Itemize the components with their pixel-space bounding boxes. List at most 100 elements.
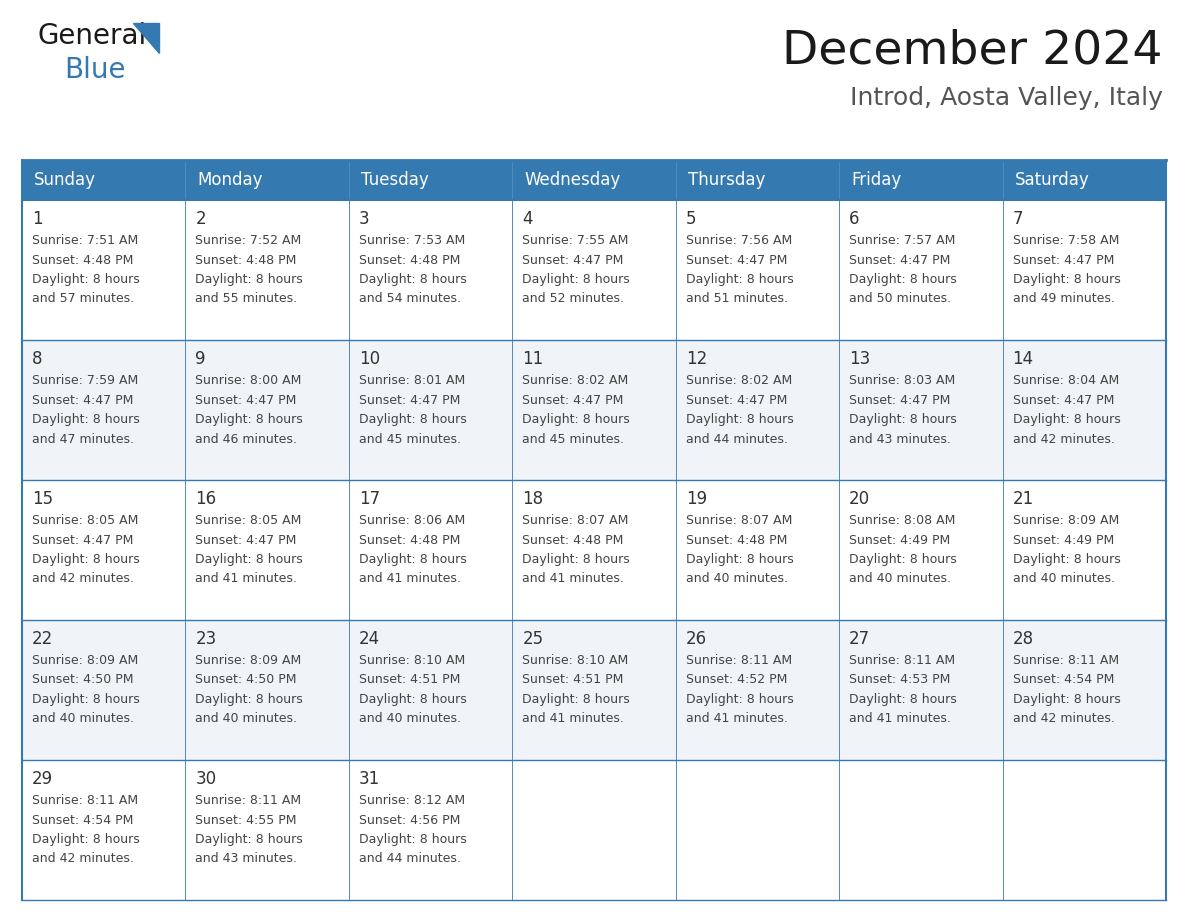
Text: Sunrise: 7:59 AM: Sunrise: 7:59 AM xyxy=(32,374,138,387)
Text: Sunrise: 8:09 AM: Sunrise: 8:09 AM xyxy=(1012,514,1119,527)
Text: 10: 10 xyxy=(359,350,380,368)
Text: and 43 minutes.: and 43 minutes. xyxy=(849,432,952,445)
Text: General: General xyxy=(38,22,147,50)
Bar xyxy=(1003,160,1165,200)
Text: Sunrise: 7:55 AM: Sunrise: 7:55 AM xyxy=(523,234,628,247)
Text: and 41 minutes.: and 41 minutes. xyxy=(523,573,624,586)
Text: December 2024: December 2024 xyxy=(783,28,1163,73)
Text: and 40 minutes.: and 40 minutes. xyxy=(196,712,297,725)
Text: Sunrise: 8:11 AM: Sunrise: 8:11 AM xyxy=(1012,654,1119,667)
Text: and 46 minutes.: and 46 minutes. xyxy=(196,432,297,445)
Bar xyxy=(23,340,1165,480)
Text: Tuesday: Tuesday xyxy=(361,171,429,189)
Bar xyxy=(23,160,185,200)
Text: 2: 2 xyxy=(196,210,206,228)
Text: Daylight: 8 hours: Daylight: 8 hours xyxy=(685,413,794,426)
Text: and 50 minutes.: and 50 minutes. xyxy=(849,293,952,306)
Text: Daylight: 8 hours: Daylight: 8 hours xyxy=(523,273,630,286)
Text: Daylight: 8 hours: Daylight: 8 hours xyxy=(523,553,630,566)
Polygon shape xyxy=(133,23,159,53)
Text: Sunset: 4:47 PM: Sunset: 4:47 PM xyxy=(1012,394,1114,407)
Text: Daylight: 8 hours: Daylight: 8 hours xyxy=(849,693,956,706)
Text: Sunset: 4:47 PM: Sunset: 4:47 PM xyxy=(196,533,297,546)
Text: Sunset: 4:50 PM: Sunset: 4:50 PM xyxy=(196,674,297,687)
Text: Sunrise: 7:53 AM: Sunrise: 7:53 AM xyxy=(359,234,466,247)
Text: 18: 18 xyxy=(523,490,543,508)
Text: Sunset: 4:47 PM: Sunset: 4:47 PM xyxy=(1012,253,1114,266)
Text: 12: 12 xyxy=(685,350,707,368)
Text: Daylight: 8 hours: Daylight: 8 hours xyxy=(32,833,140,846)
Text: 20: 20 xyxy=(849,490,871,508)
Text: Sunrise: 8:11 AM: Sunrise: 8:11 AM xyxy=(32,794,138,807)
Text: Introd, Aosta Valley, Italy: Introd, Aosta Valley, Italy xyxy=(851,86,1163,110)
Text: Sunrise: 8:02 AM: Sunrise: 8:02 AM xyxy=(685,374,792,387)
Text: and 42 minutes.: and 42 minutes. xyxy=(1012,432,1114,445)
Text: and 40 minutes.: and 40 minutes. xyxy=(849,573,952,586)
Bar xyxy=(23,200,1165,340)
Text: Sunset: 4:48 PM: Sunset: 4:48 PM xyxy=(359,253,460,266)
Text: Sunrise: 7:56 AM: Sunrise: 7:56 AM xyxy=(685,234,792,247)
Bar xyxy=(512,160,676,200)
Text: and 40 minutes.: and 40 minutes. xyxy=(685,573,788,586)
Text: Sunset: 4:47 PM: Sunset: 4:47 PM xyxy=(849,394,950,407)
Text: Daylight: 8 hours: Daylight: 8 hours xyxy=(685,693,794,706)
Text: Daylight: 8 hours: Daylight: 8 hours xyxy=(359,693,467,706)
Text: Sunrise: 7:57 AM: Sunrise: 7:57 AM xyxy=(849,234,955,247)
Text: 30: 30 xyxy=(196,770,216,788)
Text: Daylight: 8 hours: Daylight: 8 hours xyxy=(1012,693,1120,706)
Text: Daylight: 8 hours: Daylight: 8 hours xyxy=(196,553,303,566)
Text: Sunrise: 8:00 AM: Sunrise: 8:00 AM xyxy=(196,374,302,387)
Text: Sunset: 4:47 PM: Sunset: 4:47 PM xyxy=(685,253,788,266)
Text: Sunrise: 8:02 AM: Sunrise: 8:02 AM xyxy=(523,374,628,387)
Text: Daylight: 8 hours: Daylight: 8 hours xyxy=(359,273,467,286)
Bar xyxy=(23,620,1165,760)
Text: Friday: Friday xyxy=(851,171,902,189)
Text: Sunset: 4:48 PM: Sunset: 4:48 PM xyxy=(196,253,297,266)
Text: Daylight: 8 hours: Daylight: 8 hours xyxy=(849,553,956,566)
Text: Sunrise: 8:03 AM: Sunrise: 8:03 AM xyxy=(849,374,955,387)
Text: Sunrise: 8:08 AM: Sunrise: 8:08 AM xyxy=(849,514,955,527)
Text: Daylight: 8 hours: Daylight: 8 hours xyxy=(196,273,303,286)
Text: Sunrise: 8:10 AM: Sunrise: 8:10 AM xyxy=(523,654,628,667)
Text: Sunrise: 8:07 AM: Sunrise: 8:07 AM xyxy=(685,514,792,527)
Text: Sunset: 4:52 PM: Sunset: 4:52 PM xyxy=(685,674,788,687)
Text: 13: 13 xyxy=(849,350,871,368)
Text: and 41 minutes.: and 41 minutes. xyxy=(685,712,788,725)
Text: and 44 minutes.: and 44 minutes. xyxy=(359,853,461,866)
Text: and 52 minutes.: and 52 minutes. xyxy=(523,293,624,306)
Text: 4: 4 xyxy=(523,210,532,228)
Bar xyxy=(839,160,1003,200)
Text: 21: 21 xyxy=(1012,490,1034,508)
Text: and 41 minutes.: and 41 minutes. xyxy=(359,573,461,586)
Text: Sunrise: 8:11 AM: Sunrise: 8:11 AM xyxy=(849,654,955,667)
Text: 3: 3 xyxy=(359,210,369,228)
Text: Daylight: 8 hours: Daylight: 8 hours xyxy=(1012,553,1120,566)
Text: 1: 1 xyxy=(32,210,43,228)
Text: and 41 minutes.: and 41 minutes. xyxy=(849,712,952,725)
Text: Sunrise: 8:07 AM: Sunrise: 8:07 AM xyxy=(523,514,628,527)
Text: Daylight: 8 hours: Daylight: 8 hours xyxy=(1012,413,1120,426)
Text: Sunrise: 7:51 AM: Sunrise: 7:51 AM xyxy=(32,234,138,247)
Text: Sunset: 4:47 PM: Sunset: 4:47 PM xyxy=(523,253,624,266)
Text: Sunrise: 8:09 AM: Sunrise: 8:09 AM xyxy=(196,654,302,667)
Text: Daylight: 8 hours: Daylight: 8 hours xyxy=(359,553,467,566)
Text: Daylight: 8 hours: Daylight: 8 hours xyxy=(849,273,956,286)
Text: 6: 6 xyxy=(849,210,860,228)
Text: 28: 28 xyxy=(1012,630,1034,648)
Text: 16: 16 xyxy=(196,490,216,508)
Text: Sunset: 4:48 PM: Sunset: 4:48 PM xyxy=(359,533,460,546)
Text: Daylight: 8 hours: Daylight: 8 hours xyxy=(523,413,630,426)
Text: and 54 minutes.: and 54 minutes. xyxy=(359,293,461,306)
Bar xyxy=(23,480,1165,620)
Text: 19: 19 xyxy=(685,490,707,508)
Text: Sunrise: 8:05 AM: Sunrise: 8:05 AM xyxy=(32,514,138,527)
Text: Sunset: 4:53 PM: Sunset: 4:53 PM xyxy=(849,674,950,687)
Text: and 41 minutes.: and 41 minutes. xyxy=(196,573,297,586)
Text: Sunset: 4:47 PM: Sunset: 4:47 PM xyxy=(196,394,297,407)
Text: and 57 minutes.: and 57 minutes. xyxy=(32,293,134,306)
Text: 7: 7 xyxy=(1012,210,1023,228)
Text: Sunrise: 8:10 AM: Sunrise: 8:10 AM xyxy=(359,654,466,667)
Text: Daylight: 8 hours: Daylight: 8 hours xyxy=(685,553,794,566)
Text: Saturday: Saturday xyxy=(1015,171,1089,189)
Text: 31: 31 xyxy=(359,770,380,788)
